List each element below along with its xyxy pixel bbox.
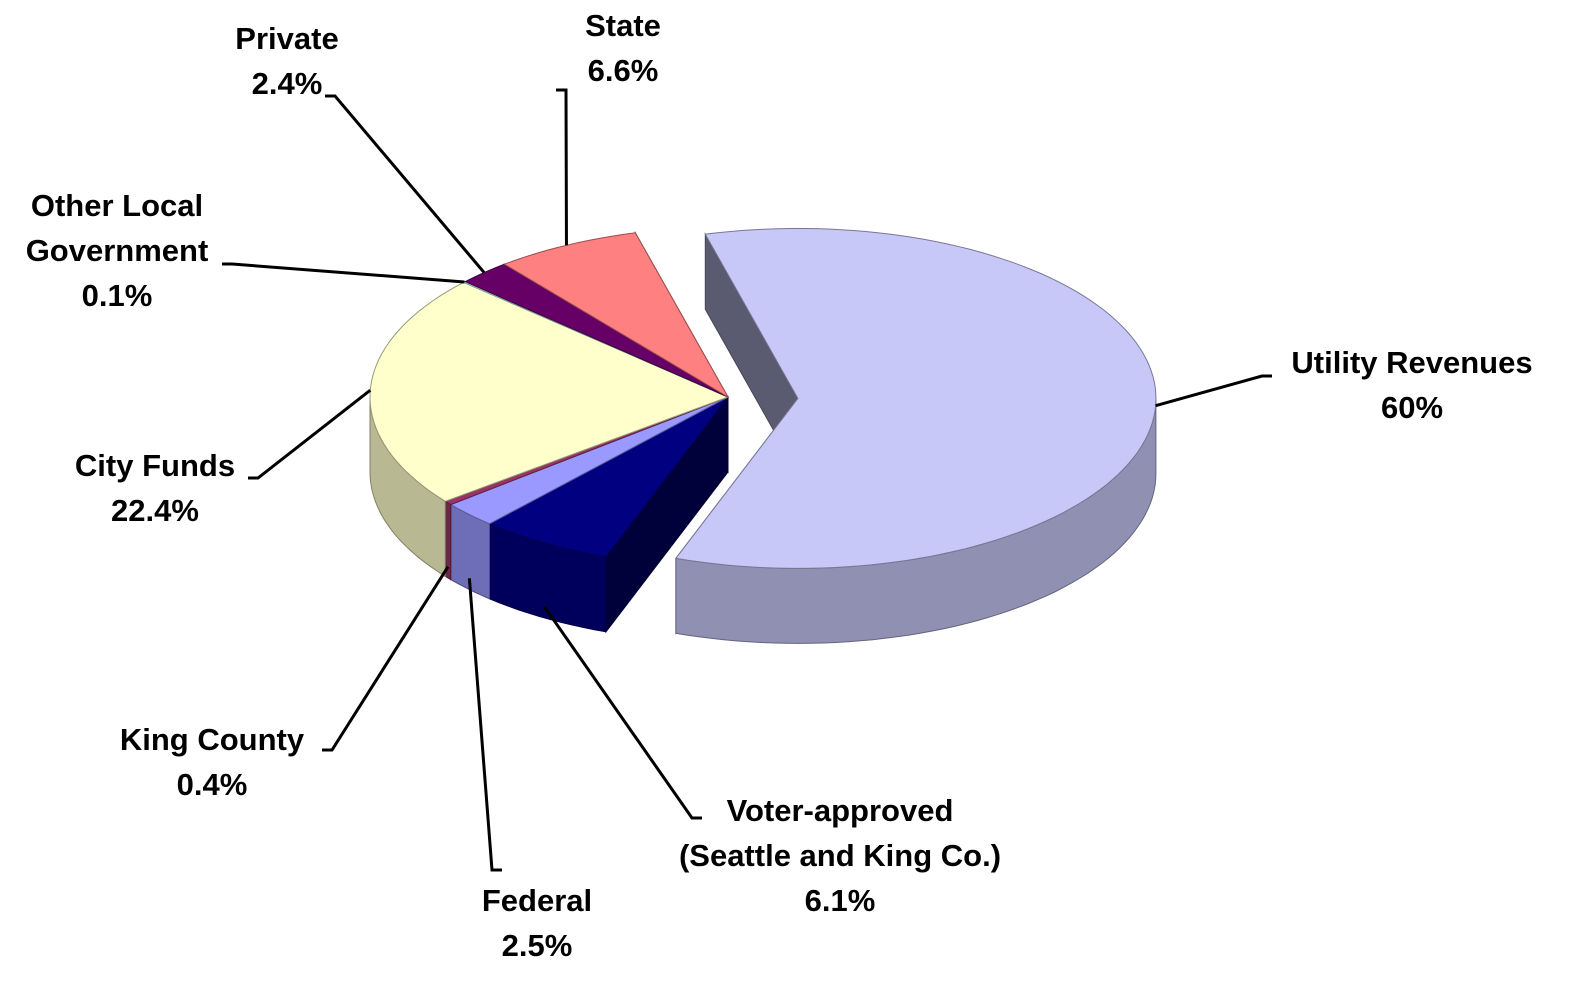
slice [503,232,730,399]
slice-label: Other Local Government 0.1% [0,183,237,318]
category-label: Private [235,21,339,56]
leader-line [543,605,702,820]
leader-line [556,88,568,246]
category-label: Utility Revenues [1291,345,1533,380]
slice [369,281,730,502]
category-label: Federal [481,883,593,918]
value-label: 60% [1380,390,1444,425]
value-label: 6.6% [587,53,659,88]
value-label: 2.4% [251,66,323,101]
leader-line [325,94,486,274]
slice-label: King County 0.4% [87,717,337,807]
slice-label: Private 2.4% [207,16,367,106]
slice-label: Voter-approved (Seattle and King Co.) 6.1… [675,788,1005,923]
leader-line [322,565,450,752]
value-label: 0.1% [81,278,153,313]
value-label: 22.4% [111,493,199,528]
value-label: 0.4% [176,767,248,802]
slice [449,396,729,525]
slice [464,263,729,398]
slice-label: Utility Revenues 60% [1252,340,1572,430]
category-label: State [585,8,661,43]
category-label: Other Local Government [25,188,209,268]
leader-line [222,262,465,284]
leader-line [1155,374,1272,408]
leader-line [248,389,372,480]
value-label: 6.1% [804,883,876,918]
leader-line [467,578,502,872]
category-label: Voter-approved (Seattle and King Co.) [678,793,1002,873]
category-label: City Funds [74,448,236,483]
slice [488,396,729,558]
category-label: King County [119,722,305,757]
slice-label: City Funds 22.4% [40,443,270,533]
slice-label: Federal 2.5% [452,878,622,968]
slice-label: State 6.6% [543,3,703,93]
value-label: 2.5% [501,928,573,963]
